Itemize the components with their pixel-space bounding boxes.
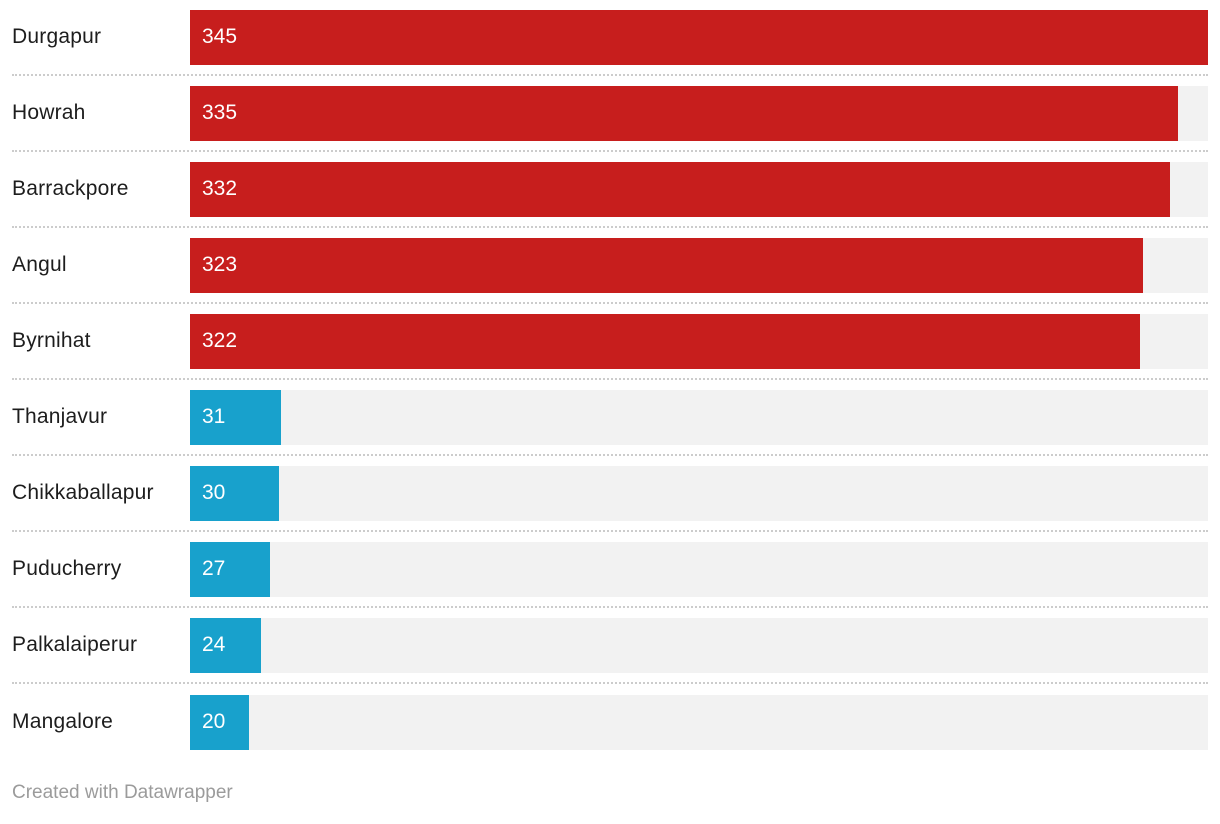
category-label: Angul (12, 253, 67, 276)
bar-track-background: 20 (190, 694, 1208, 750)
bar-track-background: 332 (190, 161, 1208, 217)
category-label: Barrackpore (12, 177, 129, 200)
bar-value-label: 20 (202, 710, 226, 733)
bar-chart: Durgapur 345 Howrah 335 Barrackpore 332 … (12, 0, 1208, 760)
category-label: Byrnihat (12, 329, 91, 352)
bar-track-background: 345 (190, 9, 1208, 65)
category-label: Palkalaiperur (12, 633, 138, 656)
bar-track: 30 (190, 456, 1208, 530)
category-label: Durgapur (12, 25, 102, 48)
bar-track-background: 335 (190, 85, 1208, 141)
bar-value-label: 31 (202, 405, 226, 428)
bar[interactable]: 322 (190, 313, 1141, 369)
category-label: Howrah (12, 101, 86, 124)
bar-row: Mangalore 20 (12, 684, 1208, 760)
bar-row: Chikkaballapur 30 (12, 456, 1208, 532)
bar-row: Howrah 335 (12, 76, 1208, 152)
bar-value-label: 27 (202, 557, 226, 580)
bar[interactable]: 30 (190, 465, 279, 521)
bar[interactable]: 332 (190, 161, 1170, 217)
bar-track: 27 (190, 532, 1208, 606)
category-label: Mangalore (12, 710, 114, 733)
bar[interactable]: 345 (190, 9, 1208, 65)
category-label: Thanjavur (12, 405, 108, 428)
bar-track-background: 30 (190, 465, 1208, 521)
bar-track-background: 31 (190, 389, 1208, 445)
bar-track-background: 24 (190, 617, 1208, 673)
bar-track-background: 323 (190, 237, 1208, 293)
bar[interactable]: 335 (190, 85, 1179, 141)
bar-track-background: 27 (190, 541, 1208, 597)
bar-row: Barrackpore 332 (12, 152, 1208, 228)
bar[interactable]: 323 (190, 237, 1144, 293)
bar-track: 345 (190, 0, 1208, 74)
category-label: Puducherry (12, 557, 122, 580)
bar-track-background: 322 (190, 313, 1208, 369)
bar[interactable]: 20 (190, 694, 249, 750)
datawrapper-credit[interactable]: Created with Datawrapper (0, 782, 1220, 804)
bar-value-label: 345 (202, 25, 238, 48)
bar-row: Angul 323 (12, 228, 1208, 304)
bar-track: 322 (190, 304, 1208, 378)
bar-track: 20 (190, 684, 1208, 760)
bar-track: 335 (190, 76, 1208, 150)
bar-track: 31 (190, 380, 1208, 454)
bar-value-label: 332 (202, 177, 238, 200)
bar-row: Thanjavur 31 (12, 380, 1208, 456)
bar-value-label: 335 (202, 101, 238, 124)
bar-row: Byrnihat 322 (12, 304, 1208, 380)
bar-value-label: 323 (202, 253, 238, 276)
category-label: Chikkaballapur (12, 481, 154, 504)
bar-value-label: 30 (202, 481, 226, 504)
bar-track: 24 (190, 608, 1208, 682)
bar-row: Palkalaiperur 24 (12, 608, 1208, 684)
bar[interactable]: 31 (190, 389, 282, 445)
bar-row: Puducherry 27 (12, 532, 1208, 608)
datawrapper-credit-link[interactable]: Created with Datawrapper (12, 782, 233, 803)
bar-track: 323 (190, 228, 1208, 302)
bar-row: Durgapur 345 (12, 0, 1208, 76)
bar[interactable]: 27 (190, 541, 270, 597)
bar[interactable]: 24 (190, 617, 261, 673)
bar-value-label: 322 (202, 329, 238, 352)
bar-track: 332 (190, 152, 1208, 226)
bar-value-label: 24 (202, 633, 226, 656)
